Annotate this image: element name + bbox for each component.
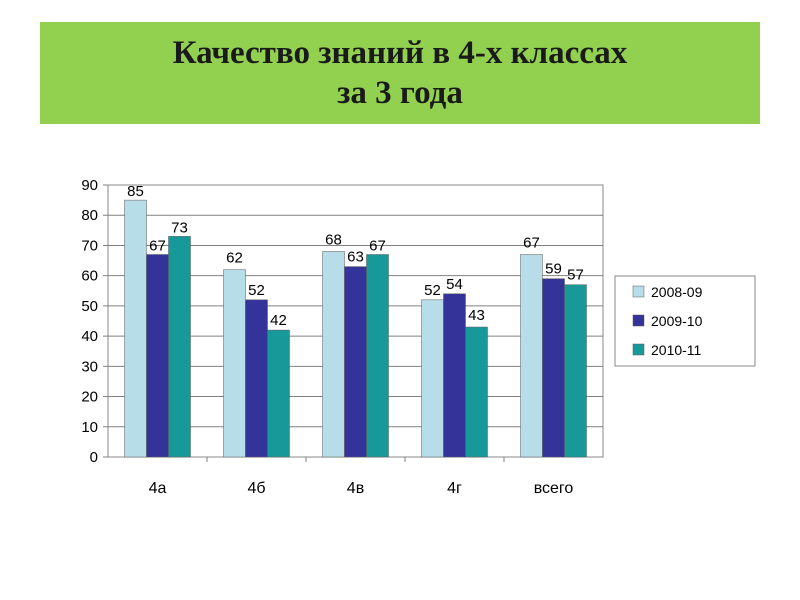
x-axis-categories: 4а 4б 4в 4г всего xyxy=(149,457,574,497)
bar xyxy=(344,266,367,458)
data-label: 54 xyxy=(446,276,463,293)
data-label: 52 xyxy=(424,282,441,299)
data-label: 85 xyxy=(127,183,144,200)
y-tick-label: 90 xyxy=(81,177,98,194)
bar xyxy=(267,329,290,458)
data-label: 67 xyxy=(369,238,386,255)
y-tick-label: 70 xyxy=(81,237,98,254)
x-category-label: 4г xyxy=(447,480,462,497)
bar xyxy=(465,326,488,458)
bar xyxy=(520,254,543,458)
bars xyxy=(124,199,587,458)
legend-label: 2009-10 xyxy=(651,313,703,329)
bar xyxy=(421,299,444,458)
x-category-label: 4а xyxy=(149,480,167,497)
bar xyxy=(168,236,191,458)
y-tick-label: 40 xyxy=(81,328,98,345)
legend-swatch xyxy=(632,314,645,327)
x-category-label: 4в xyxy=(347,480,364,497)
bar xyxy=(366,254,389,458)
title-banner: Качество знаний в 4-х классах за 3 года xyxy=(40,22,760,124)
bar xyxy=(564,284,587,458)
bar xyxy=(443,293,466,458)
y-tick-label: 60 xyxy=(81,268,98,285)
legend-swatch xyxy=(632,343,645,356)
y-tick-label: 50 xyxy=(81,298,98,315)
legend-label: 2010-11 xyxy=(651,342,702,358)
y-tick-label: 10 xyxy=(81,419,98,436)
data-label: 57 xyxy=(567,267,584,284)
bar xyxy=(146,254,169,458)
data-label: 67 xyxy=(149,238,166,255)
y-tick-label: 30 xyxy=(81,358,98,375)
data-label: 67 xyxy=(523,235,540,252)
data-label: 73 xyxy=(171,219,188,236)
data-label: 59 xyxy=(545,261,562,278)
y-tick-label: 20 xyxy=(81,389,98,406)
data-label: 42 xyxy=(270,312,287,329)
bar xyxy=(542,278,565,458)
data-labels: 85 67 73 62 52 42 68 63 67 52 54 43 67 59 57 xyxy=(127,183,584,329)
data-label: 63 xyxy=(347,249,364,266)
bar xyxy=(124,199,147,458)
legend-swatch xyxy=(632,285,645,298)
bar xyxy=(245,299,268,458)
y-axis-ticks: 0 10 20 30 40 50 60 70 80 90 xyxy=(81,177,108,466)
data-label: 62 xyxy=(226,250,243,267)
y-tick-label: 0 xyxy=(90,449,98,466)
y-tick-label: 80 xyxy=(81,207,98,224)
legend: 2008-09 2009-10 2010-11 xyxy=(614,275,756,367)
data-label: 43 xyxy=(468,307,485,324)
data-label: 68 xyxy=(325,231,342,248)
x-category-label: всего xyxy=(534,480,574,497)
chart-title-line-1: Качество знаний в 4-х классах xyxy=(172,35,628,71)
chart-title-line-2: за 3 года xyxy=(337,75,463,111)
bar xyxy=(223,269,246,458)
data-label: 52 xyxy=(248,282,265,299)
legend-label: 2008-09 xyxy=(651,284,703,300)
x-category-label: 4б xyxy=(247,480,265,497)
bar xyxy=(322,251,345,458)
